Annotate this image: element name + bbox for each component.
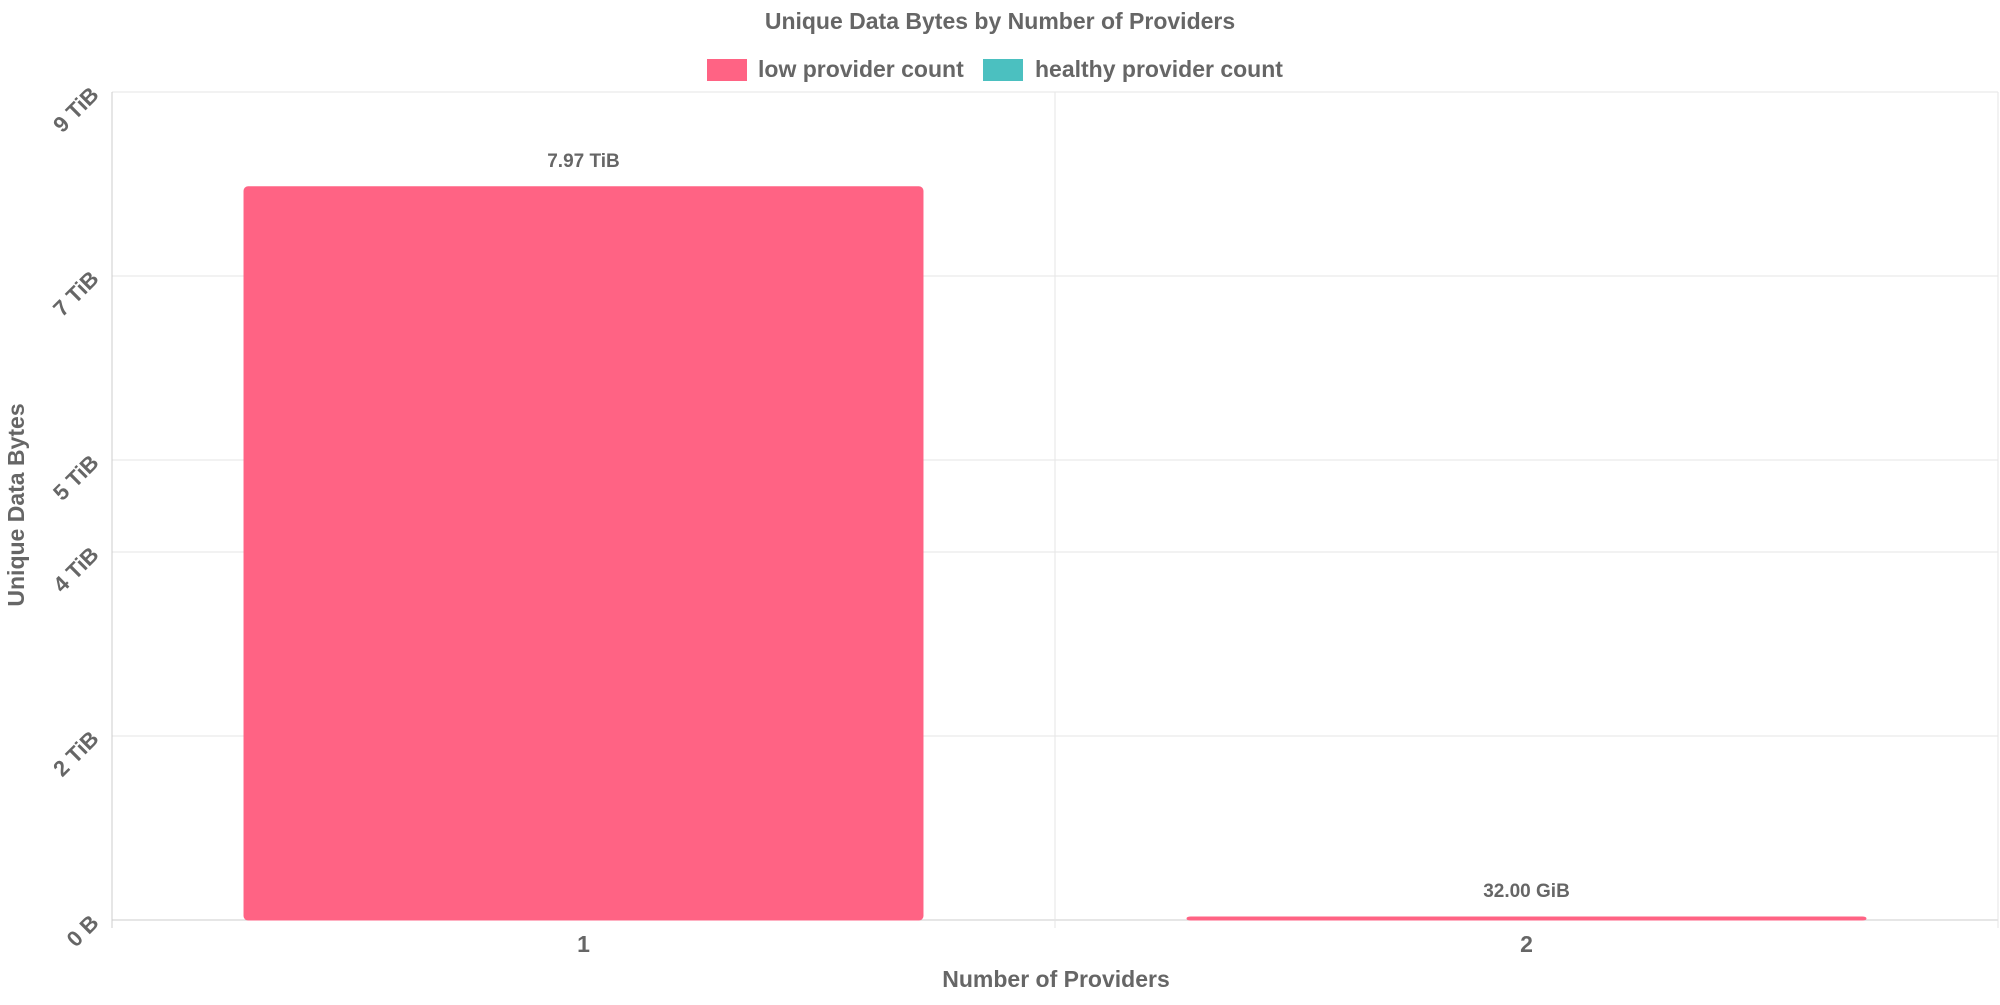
legend: low provider count healthy provider count <box>707 56 1283 82</box>
y-tick-label: 7 TiB <box>48 266 103 321</box>
legend-label-0[interactable]: low provider count <box>758 56 964 82</box>
y-axis-title: Unique Data Bytes <box>3 403 29 606</box>
bar-value-label: 32.00 GiB <box>1483 881 1570 902</box>
legend-label-1[interactable]: healthy provider count <box>1035 56 1283 82</box>
y-tick-label: 9 TiB <box>48 82 103 137</box>
y-axis-ticks: 0 B 2 TiB 4 TiB 5 TiB 7 TiB 9 TiB <box>48 82 103 952</box>
legend-swatch-0[interactable] <box>707 59 747 81</box>
bar-low-provider-count-1[interactable] <box>243 186 924 921</box>
bars <box>243 186 1867 921</box>
y-tick-label: 4 TiB <box>48 542 103 597</box>
chart-title: Unique Data Bytes by Number of Providers <box>765 8 1235 34</box>
legend-swatch-1[interactable] <box>983 59 1023 81</box>
y-tick-label: 0 B <box>62 910 104 952</box>
bar-value-label: 7.97 TiB <box>547 151 620 172</box>
data-labels: 7.97 TiB 32.00 GiB <box>547 151 1570 902</box>
bar-low-provider-count-2[interactable] <box>1186 916 1867 921</box>
y-tick-label: 5 TiB <box>48 450 103 505</box>
x-axis-title: Number of Providers <box>942 966 1170 992</box>
y-tick-label: 2 TiB <box>48 726 103 781</box>
x-tick-label: 1 <box>577 931 590 957</box>
x-tick-label: 2 <box>1520 931 1533 957</box>
